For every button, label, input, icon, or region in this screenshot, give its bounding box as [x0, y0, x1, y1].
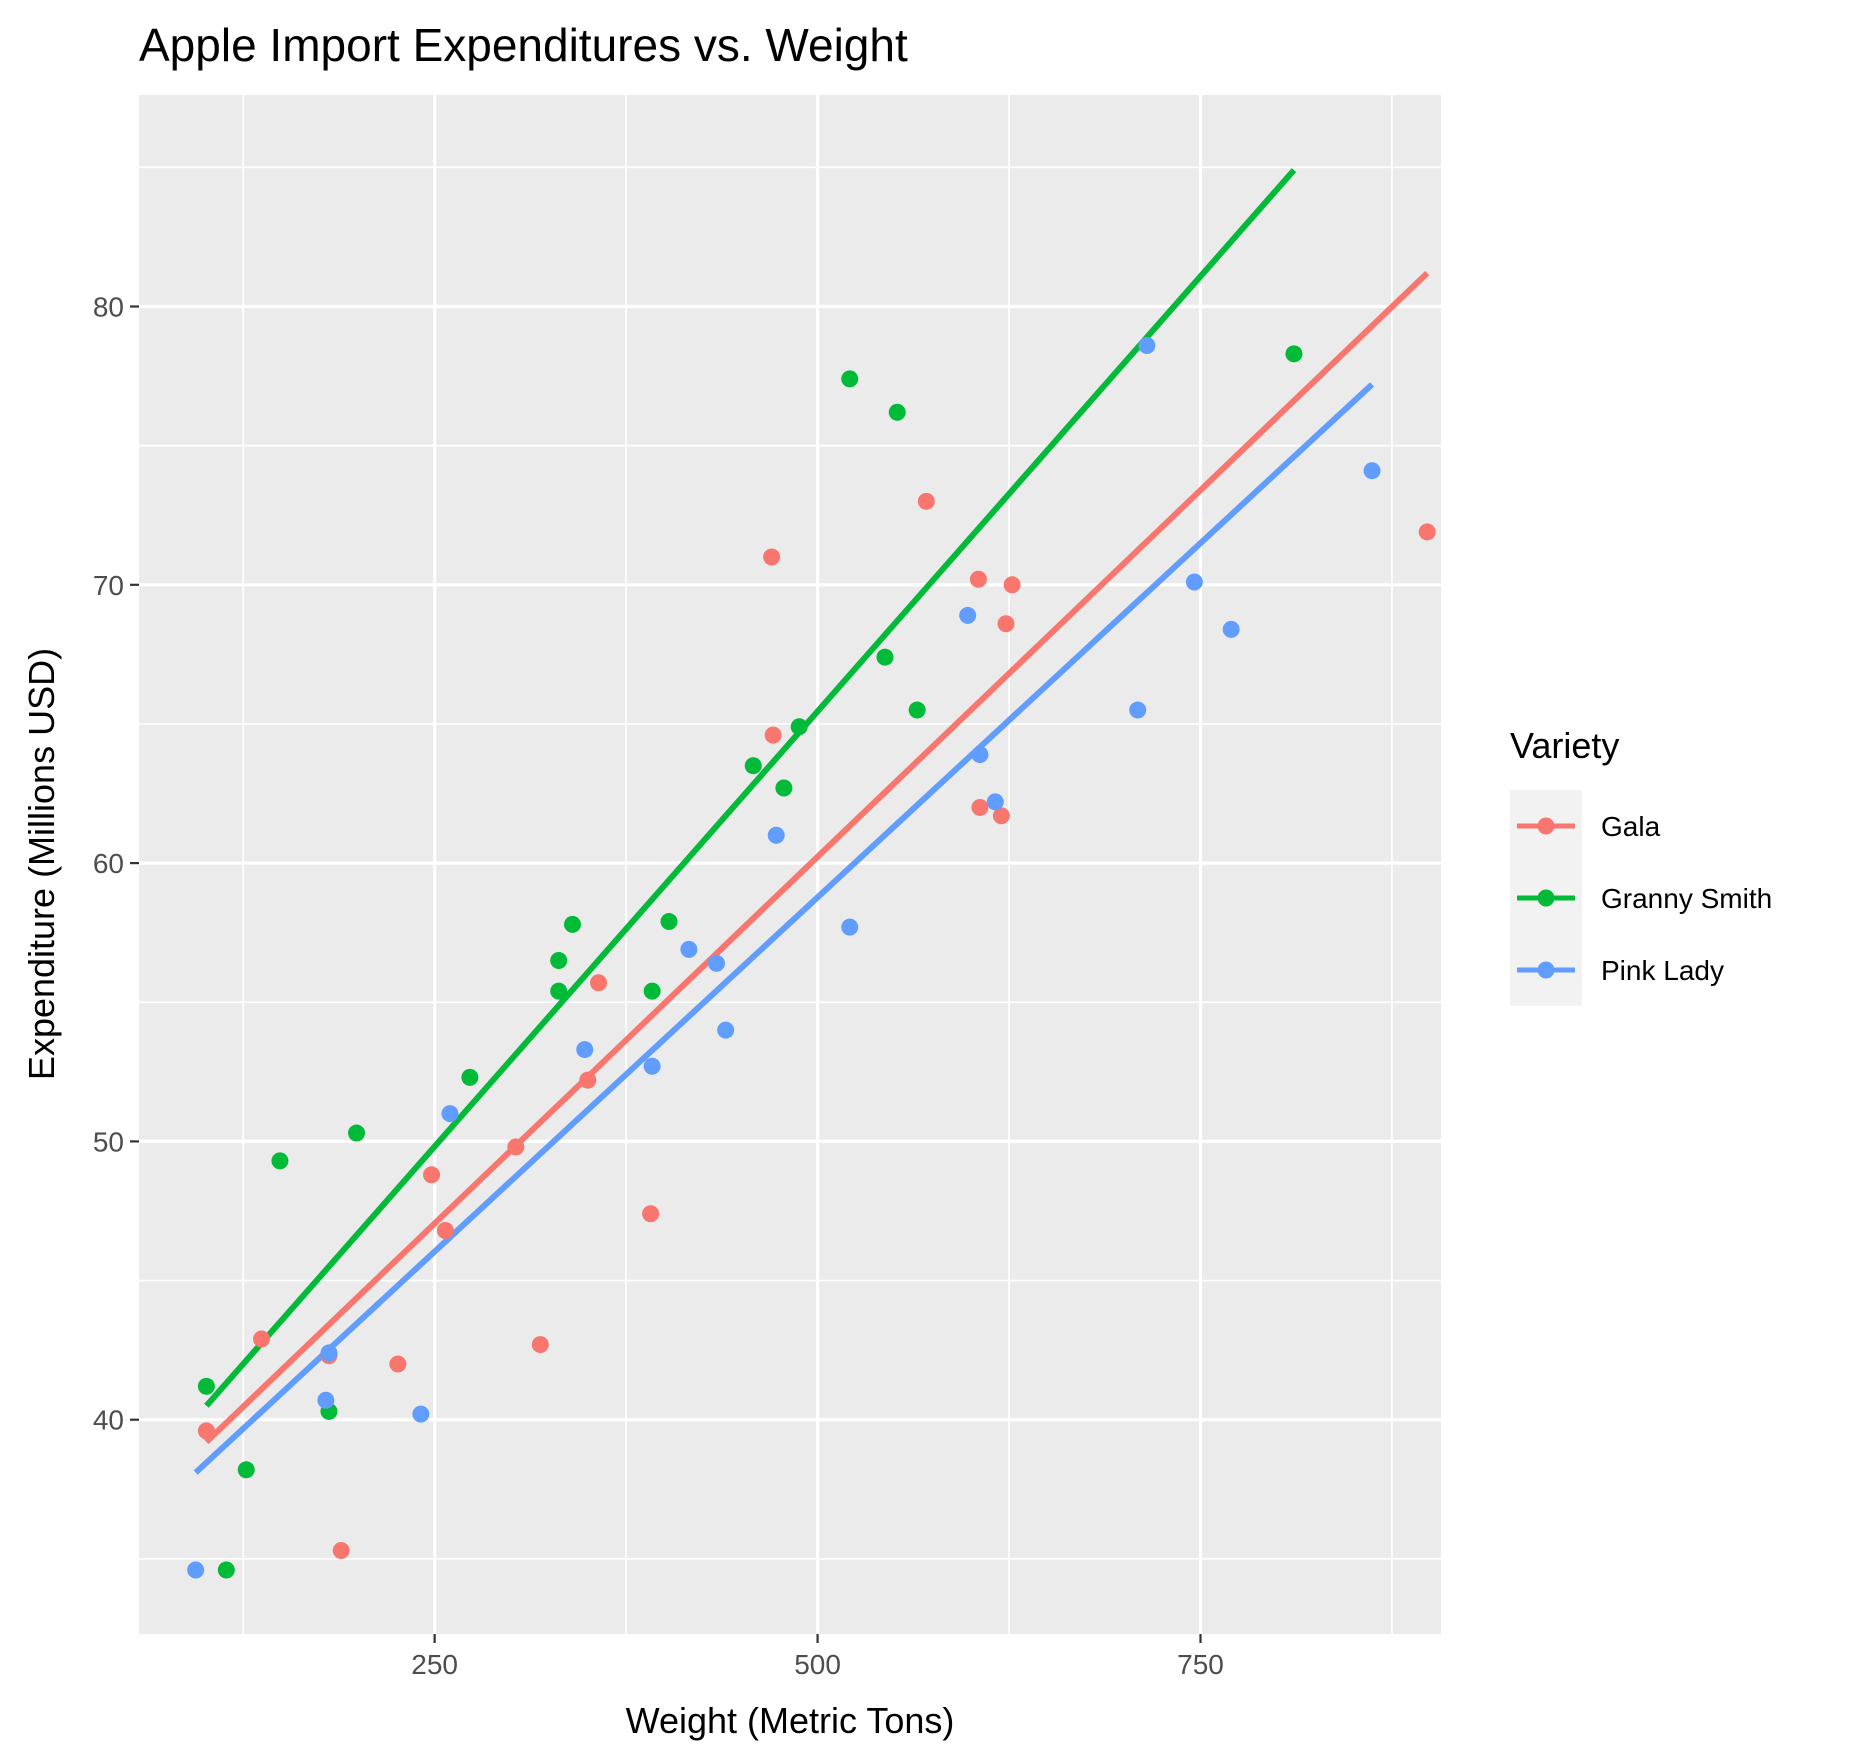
point-granny-smith: [563, 915, 581, 933]
point-pink-lady: [320, 1344, 338, 1362]
x-tick-label: 250: [411, 1649, 458, 1680]
y-axis-title: Expenditure (Millions USD): [21, 648, 62, 1080]
point-granny-smith: [550, 982, 568, 1000]
legend-title: Variety: [1510, 725, 1619, 766]
point-pink-lady: [1363, 462, 1381, 480]
legend-label-pink-lady: Pink Lady: [1601, 955, 1724, 986]
point-granny-smith: [1285, 345, 1303, 363]
point-pink-lady: [986, 793, 1004, 811]
point-granny-smith: [888, 403, 906, 421]
point-pink-lady: [841, 918, 859, 936]
point-granny-smith: [197, 1377, 215, 1395]
point-granny-smith: [550, 952, 568, 970]
point-granny-smith: [841, 370, 859, 388]
point-pink-lady: [576, 1041, 594, 1059]
legend-items: Gala Granny Smith Pink Lady: [1510, 790, 1772, 1006]
point-granny-smith: [744, 757, 762, 775]
point-pink-lady: [317, 1391, 335, 1409]
point-granny-smith: [643, 982, 661, 1000]
point-pink-lady: [959, 606, 977, 624]
fit-line-gala: [204, 270, 1430, 1445]
y-tick-label: 60: [93, 848, 124, 879]
legend-label-granny-smith: Granny Smith: [1601, 883, 1772, 914]
point-gala: [389, 1355, 407, 1373]
grid-major: [139, 95, 1441, 1634]
point-gala: [1003, 576, 1021, 594]
point-gala: [531, 1336, 549, 1354]
legend-key-point-pink-lady: [1537, 961, 1555, 979]
point-gala: [971, 798, 989, 816]
point-pink-lady: [1129, 701, 1147, 719]
point-gala: [917, 492, 935, 510]
point-gala: [590, 974, 608, 992]
point-gala: [763, 548, 781, 566]
point-gala: [1418, 523, 1436, 541]
y-tick-label: 80: [93, 292, 124, 323]
x-tick-label: 500: [794, 1649, 841, 1680]
point-gala: [253, 1330, 271, 1348]
x-axis-ticks: 250 500 750: [411, 1634, 1224, 1680]
point-granny-smith: [461, 1068, 479, 1086]
point-gala: [423, 1166, 441, 1184]
fit-line-pink-lady: [193, 382, 1375, 1475]
fit-line-granny-smith: [204, 168, 1297, 1408]
chart-title: Apple Import Expenditures vs. Weight: [139, 19, 908, 71]
point-gala: [579, 1071, 597, 1089]
point-gala: [642, 1205, 660, 1223]
point-granny-smith: [237, 1461, 255, 1479]
point-granny-smith: [876, 648, 894, 666]
point-pink-lady: [441, 1105, 459, 1123]
point-pink-lady: [187, 1561, 205, 1579]
point-pink-lady: [680, 940, 698, 958]
point-pink-lady: [1222, 620, 1240, 638]
point-pink-lady: [707, 954, 725, 972]
y-tick-label: 70: [93, 570, 124, 601]
point-granny-smith: [790, 718, 808, 736]
y-tick-label: 40: [93, 1405, 124, 1436]
point-gala: [997, 615, 1015, 633]
point-pink-lady: [643, 1057, 661, 1075]
point-granny-smith: [908, 701, 926, 719]
point-pink-lady: [1185, 573, 1203, 591]
point-granny-smith: [660, 913, 678, 931]
point-gala: [969, 570, 987, 588]
y-axis-ticks: 40 50 60 70 80: [93, 292, 139, 1436]
legend-key-point-gala: [1537, 817, 1555, 835]
point-granny-smith: [217, 1561, 235, 1579]
x-tick-label: 750: [1177, 1649, 1224, 1680]
point-pink-lady: [717, 1021, 735, 1039]
point-gala: [436, 1221, 454, 1239]
fit-lines: [193, 168, 1430, 1475]
point-pink-lady: [412, 1405, 430, 1423]
point-gala: [197, 1422, 215, 1440]
legend-label-gala: Gala: [1601, 811, 1661, 842]
legend-key-point-granny-smith: [1537, 889, 1555, 907]
data-points: [187, 336, 1436, 1579]
point-pink-lady: [971, 746, 989, 764]
point-gala: [332, 1542, 350, 1560]
point-granny-smith: [271, 1152, 289, 1170]
point-granny-smith: [348, 1124, 366, 1142]
point-granny-smith: [775, 779, 793, 797]
point-gala: [507, 1138, 525, 1156]
x-axis-title: Weight (Metric Tons): [626, 1700, 955, 1741]
point-pink-lady: [767, 826, 785, 844]
legend: Variety Gala Granny Smith Pink Lady: [1510, 725, 1772, 1006]
y-tick-label: 50: [93, 1126, 124, 1157]
point-pink-lady: [1138, 336, 1156, 354]
point-gala: [992, 807, 1010, 825]
point-gala: [764, 726, 782, 744]
